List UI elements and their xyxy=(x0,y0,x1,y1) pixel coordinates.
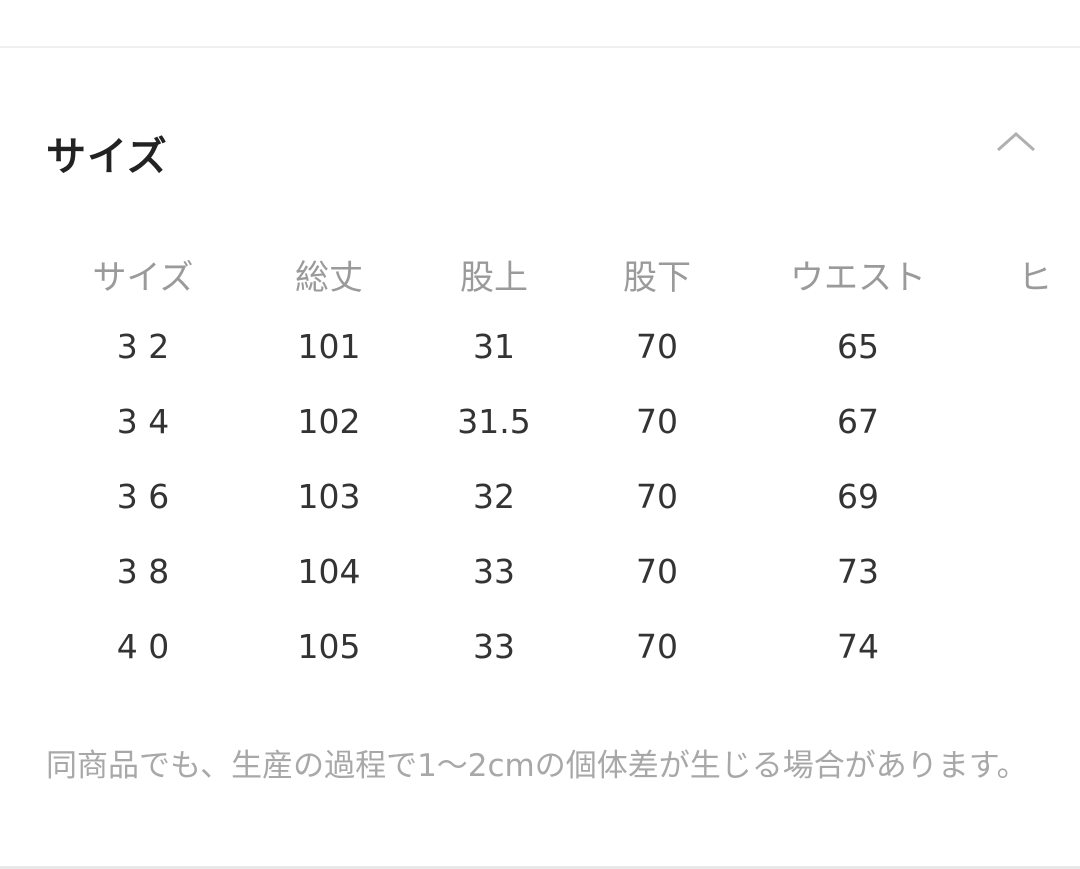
table-cell: 65 xyxy=(837,327,879,366)
table-cell: 74 xyxy=(837,627,879,666)
table-cell: 102 xyxy=(297,402,361,441)
table-cell: 3 6 xyxy=(116,477,170,516)
column-header: 股上 xyxy=(460,258,528,298)
table-cell: 33 xyxy=(473,627,515,666)
size-note: 同商品でも、生産の過程で1〜2cmの個体差が生じる場合があります。 xyxy=(46,748,1028,784)
column-header: 総丈 xyxy=(295,258,363,298)
table-cell: 104 xyxy=(297,552,361,591)
table-cell: 31.5 xyxy=(457,402,531,441)
column-header: ウエスト xyxy=(790,258,926,298)
table-cell: 70 xyxy=(636,402,678,441)
table-cell: 3 8 xyxy=(116,552,170,591)
chevron-up-icon xyxy=(997,131,1035,152)
table-cell: 101 xyxy=(297,327,361,366)
table-cell: 69 xyxy=(837,477,879,516)
table-cell: 3 2 xyxy=(116,327,170,366)
column-header: ヒ xyxy=(1018,258,1052,298)
table-cell: 105 xyxy=(297,627,361,666)
table-cell: 70 xyxy=(636,627,678,666)
table-cell: 3 4 xyxy=(116,402,170,441)
table-cell: 70 xyxy=(636,327,678,366)
column-header: サイズ xyxy=(92,258,194,298)
table-cell: 33 xyxy=(473,552,515,591)
table-cell: 32 xyxy=(473,477,515,516)
column-header: 股下 xyxy=(623,258,691,298)
bottom-divider xyxy=(0,866,1080,869)
table-cell: 70 xyxy=(636,477,678,516)
table-cell: 70 xyxy=(636,552,678,591)
table-cell: 31 xyxy=(473,327,515,366)
table-cell: 103 xyxy=(297,477,361,516)
collapse-toggle[interactable] xyxy=(996,126,1036,156)
section-title: サイズ xyxy=(46,134,168,180)
table-cell: 4 0 xyxy=(116,627,170,666)
table-cell: 73 xyxy=(837,552,879,591)
top-divider xyxy=(0,46,1080,48)
table-cell: 67 xyxy=(837,402,879,441)
